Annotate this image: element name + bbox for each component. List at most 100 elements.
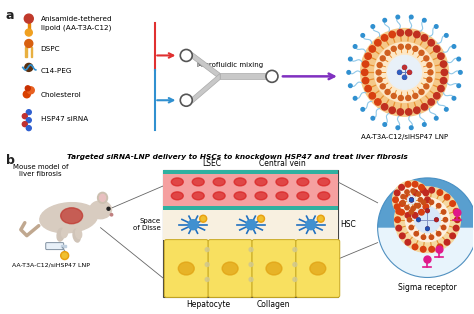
Text: HSC: HSC <box>340 220 356 229</box>
Circle shape <box>371 116 374 120</box>
Circle shape <box>424 56 429 61</box>
Circle shape <box>361 108 365 111</box>
Circle shape <box>383 19 386 22</box>
Circle shape <box>420 246 426 252</box>
Circle shape <box>450 201 456 206</box>
Circle shape <box>420 187 426 193</box>
Circle shape <box>410 198 413 202</box>
Circle shape <box>434 46 440 52</box>
Circle shape <box>180 50 192 62</box>
Circle shape <box>406 109 412 115</box>
Circle shape <box>423 204 428 209</box>
Circle shape <box>421 35 428 41</box>
Circle shape <box>380 84 385 89</box>
Circle shape <box>406 44 410 49</box>
Circle shape <box>25 86 30 91</box>
Circle shape <box>61 252 69 260</box>
Ellipse shape <box>62 228 68 238</box>
Circle shape <box>249 248 253 252</box>
Circle shape <box>422 123 426 126</box>
Circle shape <box>26 126 31 131</box>
Circle shape <box>408 70 411 74</box>
Ellipse shape <box>61 208 82 224</box>
Circle shape <box>429 187 435 193</box>
Circle shape <box>374 42 435 102</box>
Circle shape <box>23 91 30 98</box>
Ellipse shape <box>192 192 204 200</box>
Circle shape <box>412 190 418 195</box>
Circle shape <box>434 93 440 99</box>
Circle shape <box>385 89 390 95</box>
Circle shape <box>441 69 447 76</box>
Ellipse shape <box>90 201 111 219</box>
Circle shape <box>450 233 456 239</box>
Ellipse shape <box>276 192 288 200</box>
Circle shape <box>422 19 426 22</box>
Ellipse shape <box>234 192 246 200</box>
Circle shape <box>429 235 434 239</box>
Circle shape <box>362 78 369 84</box>
Circle shape <box>405 190 409 194</box>
Circle shape <box>293 248 297 252</box>
Circle shape <box>405 194 410 200</box>
Circle shape <box>419 209 424 215</box>
Circle shape <box>429 246 435 252</box>
Circle shape <box>421 104 428 110</box>
Circle shape <box>22 122 27 127</box>
Circle shape <box>408 70 411 74</box>
Circle shape <box>27 87 34 94</box>
Circle shape <box>426 209 429 213</box>
Circle shape <box>399 187 425 213</box>
Circle shape <box>391 46 396 51</box>
Bar <box>28 23 29 32</box>
Circle shape <box>411 206 415 211</box>
Circle shape <box>406 30 412 36</box>
Bar <box>164 170 338 174</box>
FancyBboxPatch shape <box>252 240 296 297</box>
Circle shape <box>394 190 400 196</box>
Ellipse shape <box>255 178 267 186</box>
Bar <box>25 47 27 57</box>
Circle shape <box>26 110 31 115</box>
Circle shape <box>444 194 450 200</box>
Circle shape <box>405 213 411 218</box>
Circle shape <box>402 75 407 79</box>
Circle shape <box>406 198 449 242</box>
Circle shape <box>412 181 418 187</box>
Circle shape <box>361 29 448 116</box>
Circle shape <box>62 253 67 258</box>
Circle shape <box>361 34 365 37</box>
Circle shape <box>405 181 411 187</box>
Circle shape <box>200 215 207 222</box>
Circle shape <box>435 218 438 221</box>
Bar <box>164 170 338 210</box>
Circle shape <box>426 227 429 230</box>
Circle shape <box>419 89 424 95</box>
Ellipse shape <box>297 178 309 186</box>
Bar <box>61 245 66 247</box>
Circle shape <box>410 198 413 202</box>
Circle shape <box>441 210 446 214</box>
Circle shape <box>435 218 438 221</box>
Circle shape <box>414 231 419 236</box>
Text: Collagen: Collagen <box>256 300 290 309</box>
Circle shape <box>414 203 419 208</box>
Circle shape <box>107 207 110 210</box>
Circle shape <box>400 233 405 239</box>
Circle shape <box>418 198 423 202</box>
Ellipse shape <box>255 192 267 200</box>
Circle shape <box>25 29 32 36</box>
Bar <box>164 210 338 240</box>
Circle shape <box>405 205 409 210</box>
Ellipse shape <box>57 228 64 241</box>
Circle shape <box>419 185 424 190</box>
Circle shape <box>457 84 461 88</box>
Ellipse shape <box>378 178 474 278</box>
Circle shape <box>391 94 396 98</box>
Circle shape <box>201 217 205 221</box>
Circle shape <box>406 95 410 100</box>
Circle shape <box>408 196 416 204</box>
Bar <box>164 206 338 210</box>
Circle shape <box>205 278 209 281</box>
Circle shape <box>188 220 198 230</box>
